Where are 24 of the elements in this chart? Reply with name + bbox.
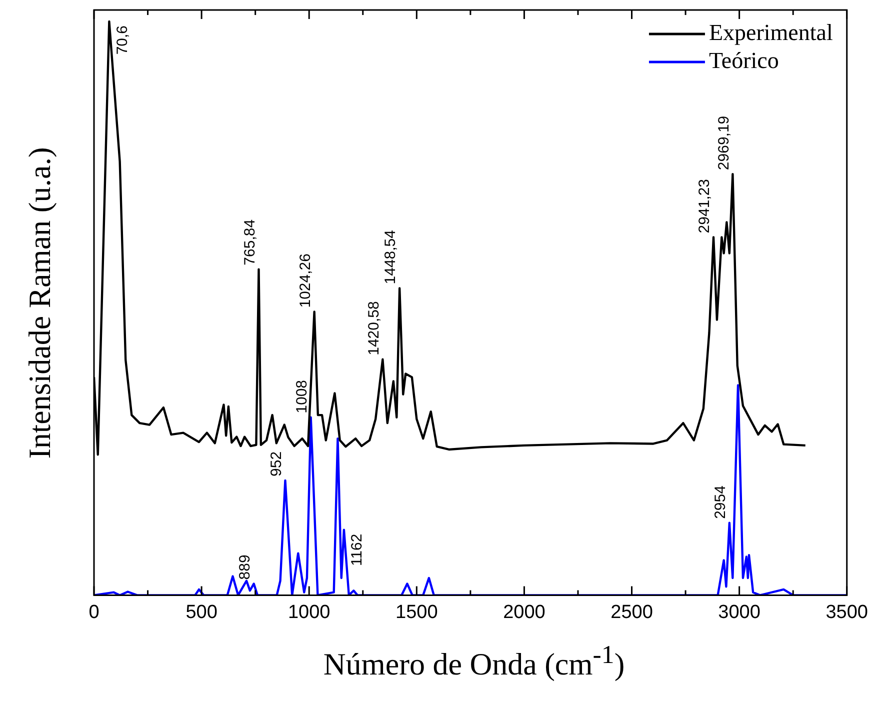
annotation: 2954 xyxy=(712,486,730,519)
annotation: 70,6 xyxy=(114,25,131,55)
x-tick-label: 500 xyxy=(186,602,218,623)
annotation: 2969,19 xyxy=(715,116,732,170)
annotation: 1024,26 xyxy=(296,254,314,308)
x-axis-title: Número de Onda (cm$^{-1}$) xyxy=(323,640,625,682)
x-tick-label: 1500 xyxy=(396,602,438,623)
annotation: 889 xyxy=(236,554,254,580)
legend-label: Experimental xyxy=(708,20,833,46)
x-tick-label: 1000 xyxy=(288,602,330,623)
annotation: 2941,23 xyxy=(696,178,714,234)
annotation: 952 xyxy=(268,451,285,476)
annotation: 1420,58 xyxy=(365,301,382,356)
legend-label: Teórico xyxy=(708,48,779,74)
x-tick-label: 3000 xyxy=(718,602,760,623)
x-tick-label: 0 xyxy=(88,602,100,623)
x-tick-label: 2000 xyxy=(503,602,546,623)
x-tick-label: 3500 xyxy=(826,602,868,623)
annotation: 765,84 xyxy=(241,219,258,266)
annotation: 1448,54 xyxy=(382,230,400,284)
annotation: 1162 xyxy=(348,534,366,566)
y-axis-title: Intensidade Raman (u.a.) xyxy=(22,147,58,459)
annotation: 1008 xyxy=(293,380,310,414)
x-tick-label: 2500 xyxy=(610,602,653,623)
